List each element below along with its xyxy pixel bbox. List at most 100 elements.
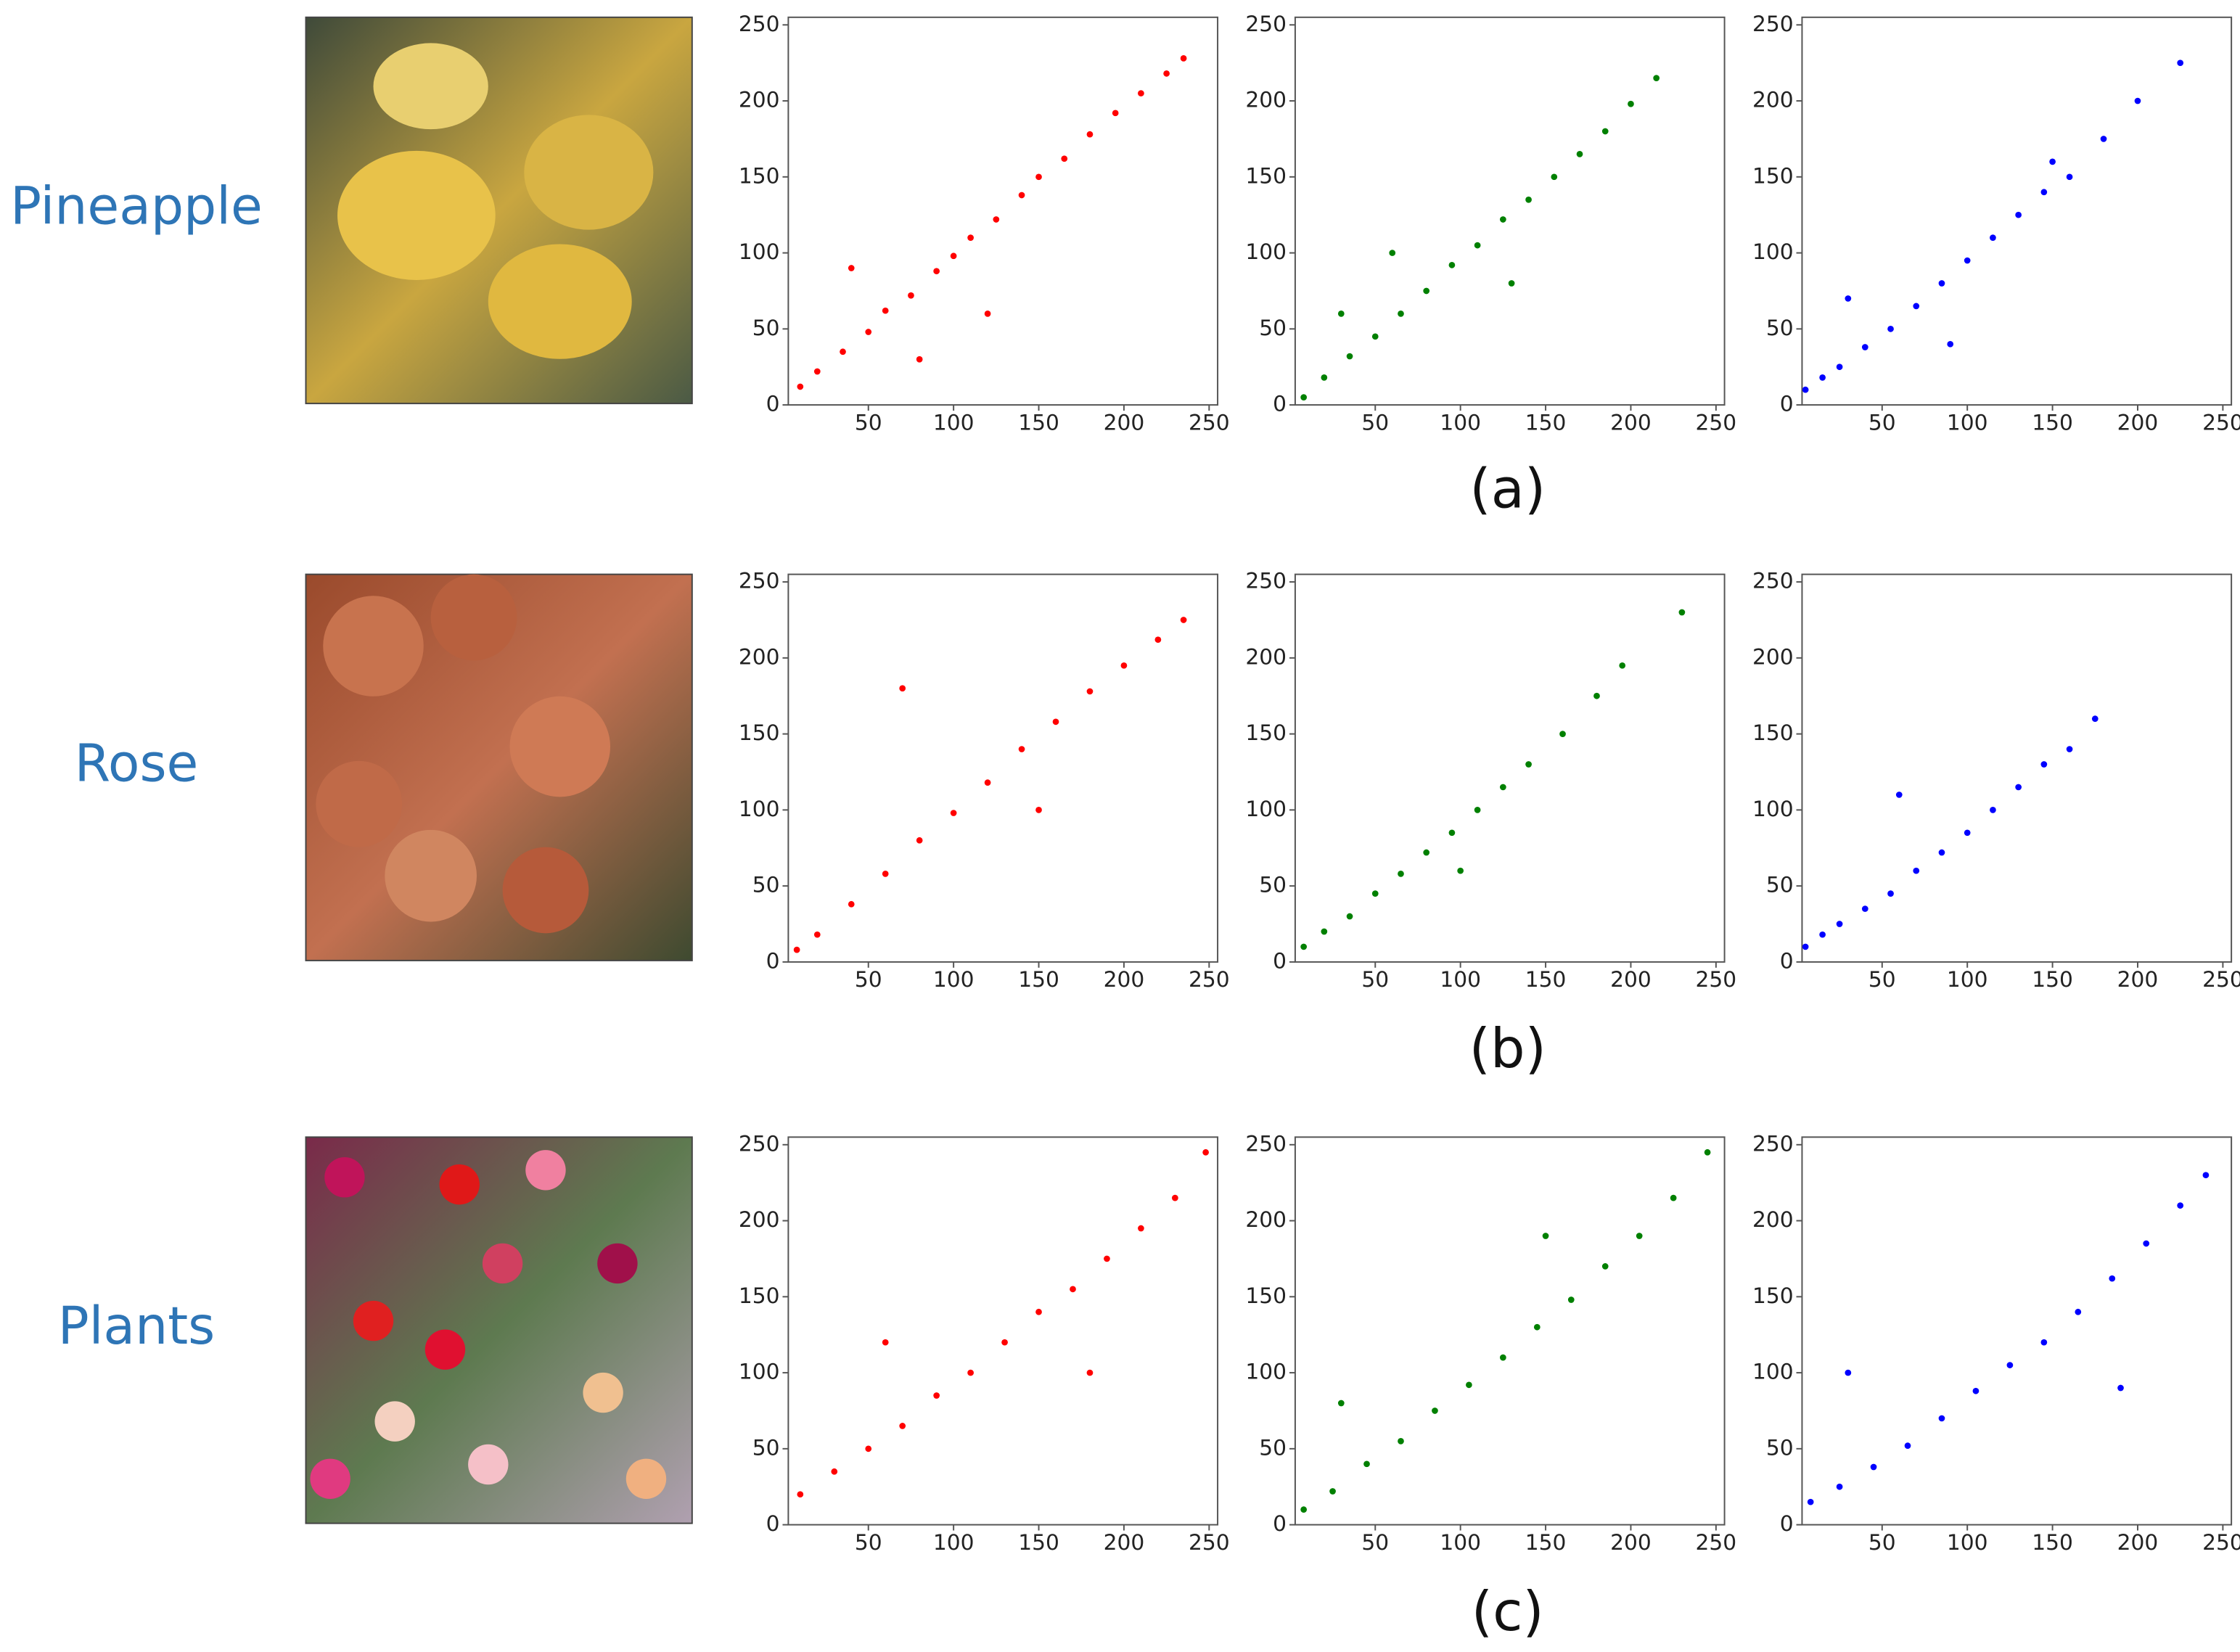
scatter-point — [1938, 849, 1945, 856]
scatter-point — [1802, 943, 1809, 950]
scatter-point — [1508, 280, 1515, 287]
photo-pineapple — [305, 16, 693, 405]
x-tick-label: 250 — [2202, 966, 2240, 992]
scatter-point — [2066, 746, 2073, 752]
scatter-point — [2134, 97, 2141, 104]
scatter-point — [1525, 196, 1532, 203]
scatter-point — [1432, 1408, 1438, 1414]
x-tick-label: 150 — [1525, 1529, 1567, 1555]
scatter-point — [1180, 617, 1187, 623]
scatter-point — [1363, 1460, 1370, 1468]
scatter-point — [2202, 1172, 2210, 1179]
y-tick-label: 50 — [1259, 315, 1287, 340]
scatter-point — [1300, 1506, 1308, 1513]
x-tick-label: 100 — [1440, 409, 1481, 435]
scatter-point — [1466, 1381, 1472, 1389]
scatter-point — [1938, 1415, 1945, 1422]
scatter-point — [1086, 131, 1094, 138]
scatter-point — [1551, 173, 1558, 181]
scatter-point — [2049, 158, 2056, 165]
scatter-point — [1104, 1255, 1110, 1262]
x-tick-label: 150 — [1018, 966, 1059, 992]
y-tick-label: 50 — [1766, 1434, 1794, 1460]
x-tick-label: 200 — [1610, 409, 1652, 435]
plot-frame — [787, 573, 1219, 963]
scatter-point — [1337, 1400, 1345, 1407]
y-tick-label: 50 — [752, 315, 780, 340]
y-tick-label: 150 — [1245, 163, 1287, 188]
scatter-point — [2177, 1202, 2184, 1209]
x-tick-label: 150 — [1018, 409, 1059, 435]
scatter-point — [950, 252, 957, 260]
scatter-point — [1500, 784, 1506, 791]
y-tick-label: 250 — [739, 568, 780, 593]
y-tick-label: 0 — [1780, 391, 1794, 416]
plot-frame — [1801, 16, 2233, 406]
scatter-point — [1972, 1387, 1980, 1394]
scatter-point — [1593, 692, 1600, 699]
scatter-point — [1836, 1483, 1843, 1490]
x-tick-label: 200 — [2117, 1529, 2159, 1555]
y-tick-label: 100 — [739, 1359, 780, 1384]
scatter-point — [2006, 1362, 2014, 1368]
x-tick-label: 50 — [1361, 966, 1389, 992]
scatter-point — [1525, 761, 1532, 768]
scatter-point — [1964, 257, 1971, 264]
scatter-point — [1670, 1194, 1677, 1201]
scatter-point — [1807, 1498, 1814, 1505]
plot-frame — [787, 16, 1219, 406]
scatter-point — [1389, 250, 1396, 256]
x-tick-label: 200 — [2117, 966, 2159, 992]
scatter-point — [993, 216, 1000, 223]
y-tick-label: 250 — [1752, 1130, 1794, 1156]
scatter-point — [1120, 662, 1128, 669]
y-tick-label: 0 — [766, 948, 780, 973]
x-tick-label: 100 — [1947, 966, 1988, 992]
scatter-point — [1172, 1194, 1178, 1201]
scatter-point — [2040, 1339, 2048, 1346]
scatter-point — [1845, 295, 1852, 302]
scatter-point — [1895, 792, 1903, 798]
scatter-point — [1938, 280, 1945, 287]
scatter-point — [1474, 242, 1481, 249]
x-tick-label: 250 — [1696, 1529, 1737, 1555]
x-tick-label: 100 — [1947, 1529, 1988, 1555]
scatter-point — [1500, 216, 1506, 223]
row-label: Plants — [58, 1296, 216, 1356]
scatter-point — [882, 1339, 889, 1346]
scatter-point — [1001, 1339, 1008, 1346]
scatter-point — [916, 356, 923, 363]
scatter-point — [1346, 913, 1353, 920]
y-tick-label: 250 — [1752, 568, 1794, 593]
y-tick-label: 200 — [1752, 644, 1794, 669]
scatter-point — [984, 311, 991, 317]
y-tick-label: 150 — [1245, 720, 1287, 745]
x-tick-label: 100 — [1947, 409, 1988, 435]
x-tick-label: 100 — [933, 1529, 975, 1555]
scatter-point — [1990, 807, 1996, 813]
scatter-point — [1018, 192, 1025, 199]
scatter-point — [1887, 325, 1894, 332]
x-tick-label: 150 — [2032, 409, 2073, 435]
scatter-point — [1601, 128, 1609, 135]
y-tick-label: 250 — [1245, 568, 1287, 593]
y-tick-label: 200 — [739, 87, 780, 112]
y-tick-label: 200 — [1245, 87, 1287, 112]
scatter-point — [1086, 1369, 1094, 1376]
scatter-point — [1861, 905, 1868, 912]
y-tick-label: 200 — [1752, 1207, 1794, 1232]
y-tick-label: 100 — [1245, 1359, 1287, 1384]
scatter-point — [848, 900, 855, 908]
plot-frame — [1294, 16, 1726, 406]
panel-caption: (a) — [1469, 456, 1546, 520]
scatter-point — [2075, 1308, 2082, 1315]
plot-frame — [1294, 1136, 1726, 1526]
scatter-point — [1371, 333, 1379, 340]
scatter-point — [2109, 1275, 2116, 1282]
scatter-point — [1398, 871, 1404, 877]
y-tick-label: 50 — [1766, 315, 1794, 340]
y-tick-label: 200 — [739, 644, 780, 669]
scatter-point — [933, 1392, 940, 1399]
row-label: Pineapple — [10, 176, 263, 236]
panel-caption: (c) — [1472, 1579, 1544, 1643]
